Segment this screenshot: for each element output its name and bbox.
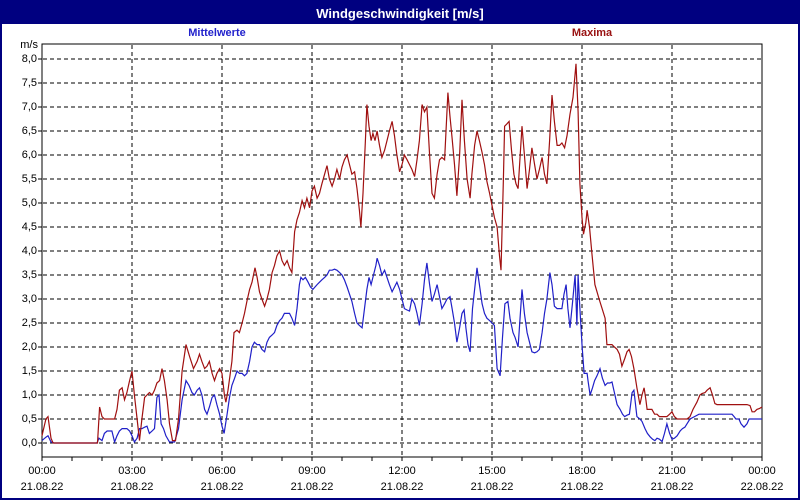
x-tick-date-label: 21.08.22 <box>20 481 64 493</box>
x-tick-date-label: 22.08.22 <box>740 481 784 493</box>
series-line-maxima <box>41 63 763 444</box>
x-tick-date-label: 21.08.22 <box>200 481 244 493</box>
x-tick-date-label: 21.08.22 <box>470 481 514 493</box>
page-title: Windgeschwindigkeit [m/s] <box>316 5 484 21</box>
x-tick-time-label: 15:00 <box>478 465 506 477</box>
y-tick-label: 3,5 <box>21 269 37 281</box>
y-tick-label: 2,5 <box>21 317 37 329</box>
y-tick-label: 6,0 <box>21 149 37 161</box>
y-tick-label: 4,0 <box>21 245 37 257</box>
series-line-mittelwerte <box>41 258 762 444</box>
x-tick-date-label: 21.08.22 <box>290 481 334 493</box>
legend-label-maxima: Maxima <box>571 27 613 39</box>
x-tick-time-label: 21:00 <box>658 465 686 477</box>
x-tick-time-label: 18:00 <box>568 465 596 477</box>
y-tick-label: 1,0 <box>21 389 37 401</box>
x-tick-time-label: 12:00 <box>388 465 416 477</box>
x-tick-date-label: 21.08.22 <box>650 481 694 493</box>
y-tick-label: 1,5 <box>21 365 37 377</box>
x-tick-time-label: 06:00 <box>208 465 236 477</box>
y-axis-unit-label: m/s <box>20 39 38 51</box>
y-tick-label: 8,0 <box>21 53 37 65</box>
title-bar: Windgeschwindigkeit [m/s] <box>2 2 798 24</box>
x-tick-date-label: 21.08.22 <box>380 481 424 493</box>
y-tick-label: 4,5 <box>21 221 37 233</box>
y-tick-label: 0,0 <box>21 437 37 449</box>
x-tick-time-label: 03:00 <box>118 465 146 477</box>
y-tick-label: 2,0 <box>21 341 37 353</box>
y-tick-label: 5,0 <box>21 197 37 209</box>
y-tick-label: 3,0 <box>21 293 37 305</box>
y-tick-label: 7,0 <box>21 101 37 113</box>
y-tick-label: 7,5 <box>21 77 37 89</box>
y-tick-label: 0,5 <box>21 413 37 425</box>
x-tick-time-label: 00:00 <box>28 465 56 477</box>
x-tick-time-label: 09:00 <box>298 465 326 477</box>
x-tick-date-label: 21.08.22 <box>110 481 154 493</box>
legend-label-mittelwerte: Mittelwerte <box>188 27 246 39</box>
x-tick-time-label: 00:00 <box>748 465 776 477</box>
y-tick-label: 5,5 <box>21 173 37 185</box>
x-tick-date-label: 21.08.22 <box>560 481 604 493</box>
y-tick-label: 6,5 <box>21 125 37 137</box>
